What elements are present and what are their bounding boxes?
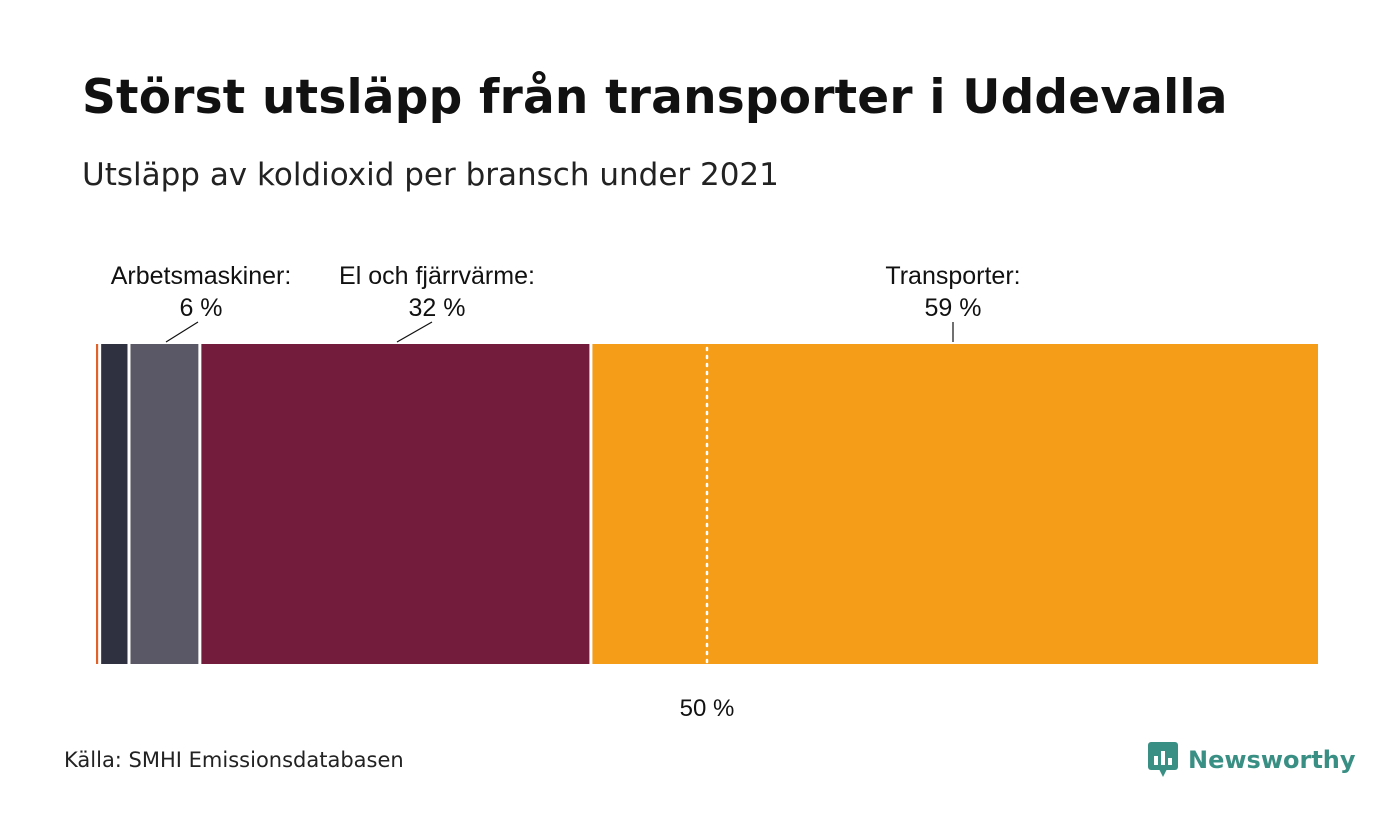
reference-line-label: 50 % [680, 695, 735, 722]
newsworthy-chart-bubble-icon [1148, 742, 1178, 777]
source-note: Källa: SMHI Emissionsdatabasen [64, 748, 404, 772]
bar-segment-3 [128, 344, 200, 664]
segment-label-5: Transporter: [885, 262, 1020, 290]
label-leader-line [396, 321, 433, 343]
chart-subtitle: Utsläpp av koldioxid per bransch under 2… [82, 157, 779, 193]
bar-segment-2 [99, 344, 129, 664]
segment-value-label-5: 59 % [925, 294, 982, 322]
bar-segment-1 [96, 344, 100, 664]
segment-value-label-4: 32 % [409, 294, 466, 322]
label-leader-line [165, 321, 199, 343]
chart-title: Störst utsläpp från transporter i Uddeva… [82, 70, 1228, 125]
segment-label-4: El och fjärrvärme: [339, 262, 535, 290]
bar-segment-5 [590, 344, 1318, 664]
segment-value-label-3: 6 % [179, 294, 222, 322]
brand-name: Newsworthy [1188, 746, 1356, 774]
segment-label-3: Arbetsmaskiner: [111, 262, 292, 290]
brand-logo: Newsworthy [1148, 742, 1356, 778]
stacked-bar-chart: 50 % Arbetsmaskiner: 6 % El och fjärrvärme:… [96, 262, 1318, 722]
bar-segment-4 [199, 344, 591, 664]
